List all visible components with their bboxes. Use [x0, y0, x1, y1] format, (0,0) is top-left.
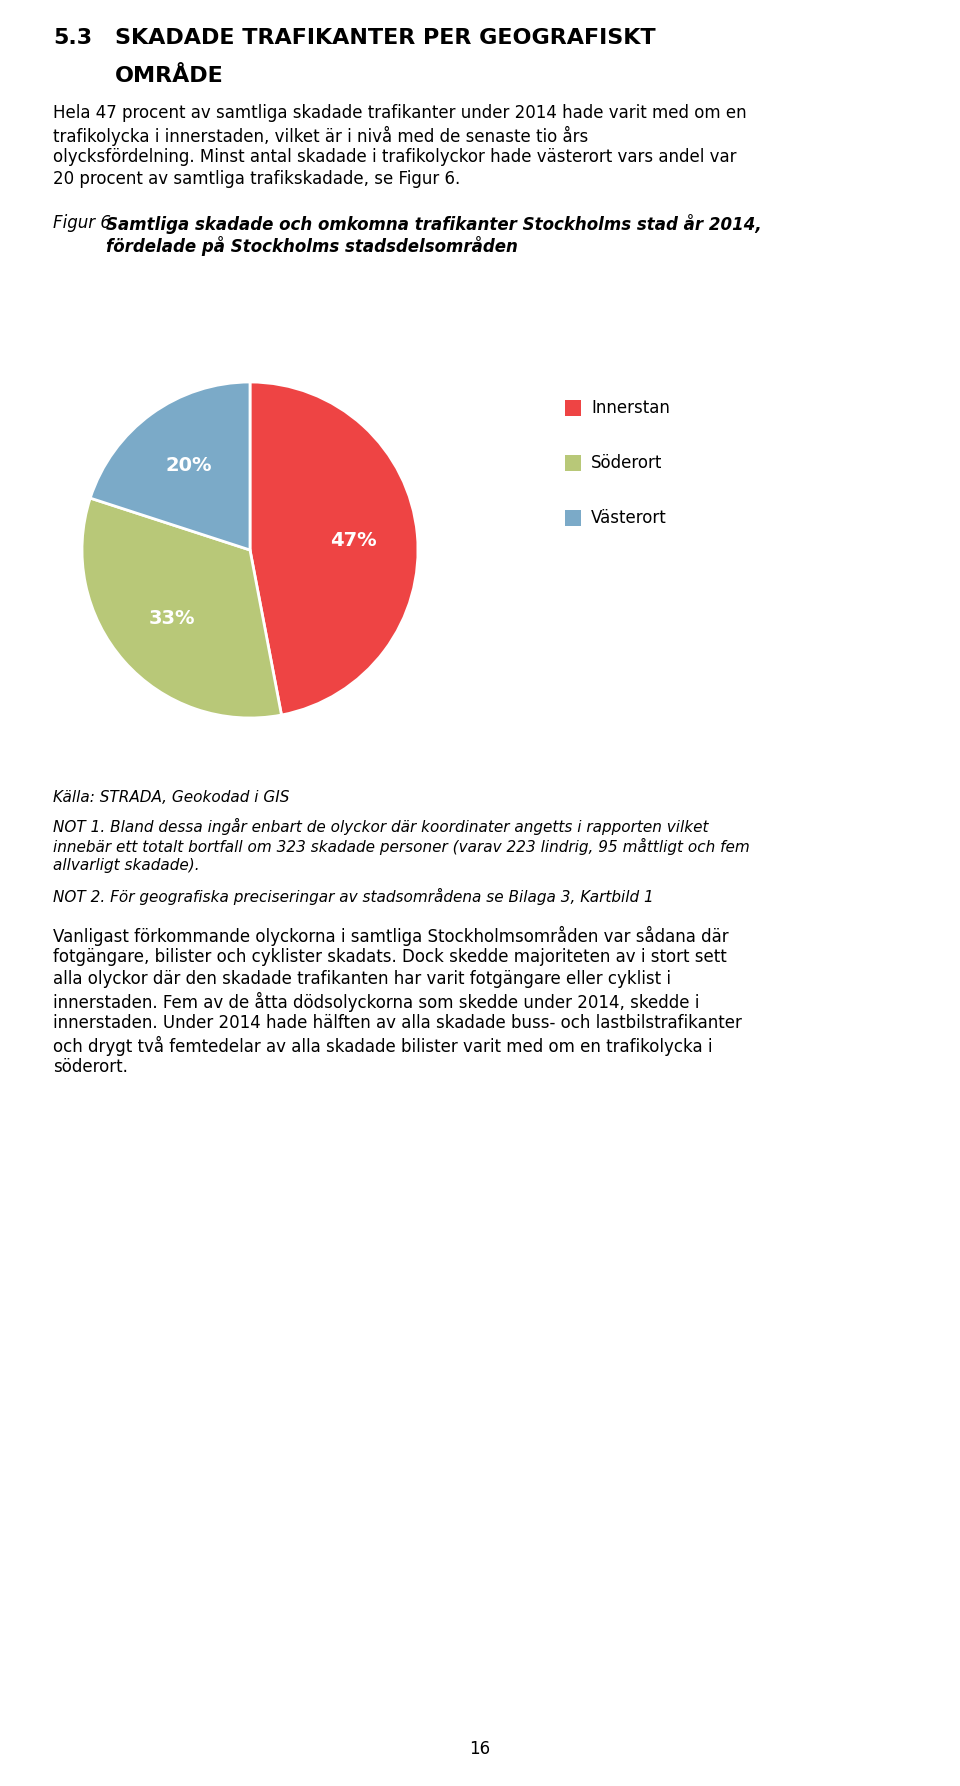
Text: innebär ett totalt bortfall om 323 skadade personer (varav 223 lindrig, 95 måttl: innebär ett totalt bortfall om 323 skada…: [53, 838, 750, 855]
Text: Källa: STRADA, Geokodad i GIS: Källa: STRADA, Geokodad i GIS: [53, 789, 289, 805]
Text: allvarligt skadade).: allvarligt skadade).: [53, 857, 200, 873]
Text: Figur 6: Figur 6: [53, 214, 116, 232]
Text: Hela 47 procent av samtliga skadade trafikanter under 2014 hade varit med om en: Hela 47 procent av samtliga skadade traf…: [53, 104, 747, 121]
Text: 5.3: 5.3: [53, 29, 92, 48]
Text: 47%: 47%: [330, 530, 377, 550]
Bar: [565, 511, 581, 527]
Bar: [565, 400, 581, 416]
Text: och drygt två femtedelar av alla skadade bilister varit med om en trafikolycka i: och drygt två femtedelar av alla skadade…: [53, 1036, 712, 1056]
Text: 33%: 33%: [149, 609, 195, 629]
Bar: [565, 455, 581, 472]
Text: Vanligast förkommande olyckorna i samtliga Stockholmsområden var sådana där: Vanligast förkommande olyckorna i samtli…: [53, 925, 729, 947]
Wedge shape: [82, 498, 281, 718]
Text: 20%: 20%: [165, 455, 212, 475]
Text: 16: 16: [469, 1740, 491, 1757]
Text: fördelade på Stockholms stadsdelsområden: fördelade på Stockholms stadsdelsområden: [106, 236, 517, 255]
Text: olycksfördelning. Minst antal skadade i trafikolyckor hade västerort vars andel : olycksfördelning. Minst antal skadade i …: [53, 148, 736, 166]
Text: NOT 2. För geografiska preciseringar av stadsområdena se Bilaga 3, Kartbild 1: NOT 2. För geografiska preciseringar av …: [53, 888, 654, 906]
Text: Samtliga skadade och omkomna trafikanter Stockholms stad år 2014,: Samtliga skadade och omkomna trafikanter…: [106, 214, 761, 234]
Text: trafikolycka i innerstaden, vilket är i nivå med de senaste tio års: trafikolycka i innerstaden, vilket är i …: [53, 127, 588, 146]
Text: innerstaden. Fem av de åtta dödsolyckorna som skedde under 2014, skedde i: innerstaden. Fem av de åtta dödsolyckorn…: [53, 991, 700, 1013]
Text: fotgängare, bilister och cyklister skadats. Dock skedde majoriteten av i stort s: fotgängare, bilister och cyklister skada…: [53, 948, 727, 966]
Text: SKADADE TRAFIKANTER PER GEOGRAFISKT: SKADADE TRAFIKANTER PER GEOGRAFISKT: [115, 29, 656, 48]
Wedge shape: [90, 382, 250, 550]
Wedge shape: [250, 382, 418, 714]
Text: söderort.: söderort.: [53, 1057, 128, 1075]
Text: alla olyckor där den skadade trafikanten har varit fotgängare eller cyklist i: alla olyckor där den skadade trafikanten…: [53, 970, 671, 988]
Text: Söderort: Söderort: [591, 454, 662, 472]
Text: 20 procent av samtliga trafikskadade, se Figur 6.: 20 procent av samtliga trafikskadade, se…: [53, 170, 460, 188]
Text: innerstaden. Under 2014 hade hälften av alla skadade buss- och lastbilstrafikant: innerstaden. Under 2014 hade hälften av …: [53, 1014, 742, 1032]
Text: NOT 1. Bland dessa ingår enbart de olyckor där koordinater angetts i rapporten v: NOT 1. Bland dessa ingår enbart de olyck…: [53, 818, 708, 836]
Text: Innerstan: Innerstan: [591, 398, 670, 416]
Text: Västerort: Västerort: [591, 509, 667, 527]
Text: OMRÅDE: OMRÅDE: [115, 66, 224, 86]
